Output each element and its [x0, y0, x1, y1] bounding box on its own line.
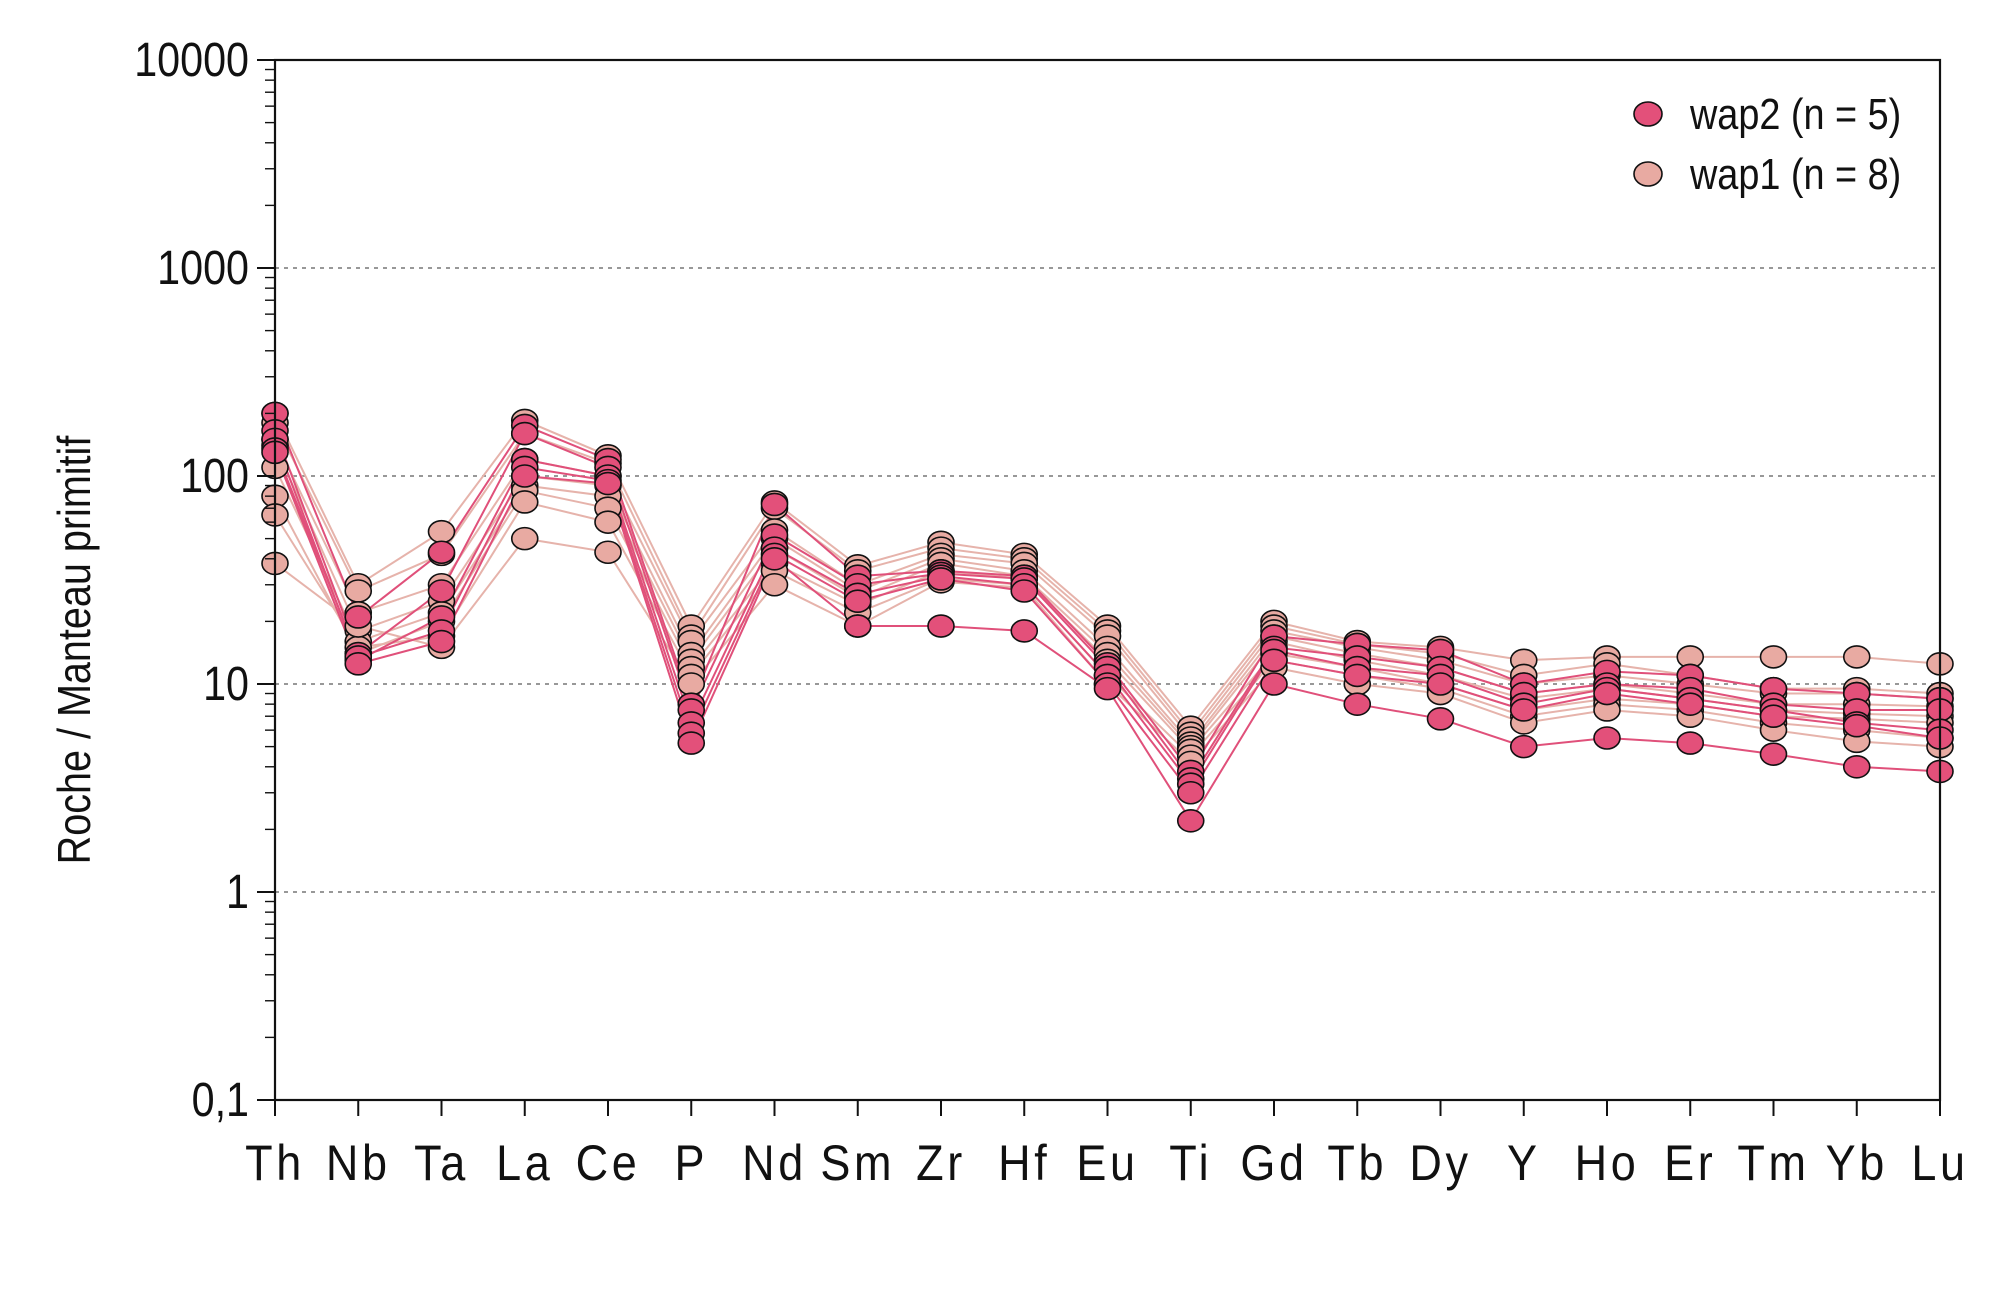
- data-point: [1593, 681, 1621, 706]
- data-point: [1260, 672, 1288, 696]
- data-point: [1010, 579, 1039, 603]
- y-tick-label: 10: [203, 657, 249, 711]
- data-point: [510, 490, 539, 514]
- x-tick-label: Tb: [1327, 1136, 1387, 1192]
- data-point: [427, 629, 456, 654]
- data-point: [760, 546, 789, 571]
- x-tick-label: Ho: [1575, 1136, 1640, 1192]
- x-tick-label: Eu: [1076, 1136, 1138, 1192]
- data-point: [843, 614, 872, 638]
- gridlines: [275, 267, 1940, 893]
- x-tick-label: Nb: [326, 1136, 391, 1192]
- legend-label: wap2 (n = 5): [1689, 89, 1901, 138]
- x-tick-label: Hf: [998, 1136, 1050, 1192]
- y-tick-label: 10000: [134, 33, 249, 87]
- x-tick-label: Er: [1664, 1136, 1716, 1192]
- data-point: [927, 567, 955, 591]
- legend-marker: [1633, 161, 1663, 187]
- data-point: [1759, 742, 1788, 766]
- x-tick-label: Gd: [1240, 1136, 1307, 1192]
- plot-frame: [273, 58, 1942, 1102]
- data-point: [510, 526, 539, 551]
- x-tick-label: P: [674, 1136, 708, 1192]
- data-point: [1260, 648, 1288, 673]
- data-point: [1343, 663, 1372, 688]
- data-point: [1676, 731, 1705, 755]
- x-tick-label: La: [496, 1136, 553, 1192]
- data-point: [427, 519, 456, 544]
- data-point: [594, 540, 622, 565]
- x-tick-label: Yb: [1826, 1136, 1888, 1192]
- axes: 0,1 1 10 100 1000 10000 Th Nb Ta La Ce P Nd Sm Zr Hf Eu T…: [134, 33, 1968, 1192]
- data-point: [1759, 645, 1788, 669]
- y-tick-label: 100: [180, 449, 249, 503]
- x-tick-label: Sm: [820, 1136, 895, 1192]
- x-tick-label: Nd: [742, 1136, 807, 1192]
- data-point: [594, 510, 622, 534]
- data-point: [1842, 754, 1871, 779]
- data-point: [1676, 692, 1705, 716]
- x-tick-label: Dy: [1409, 1136, 1471, 1192]
- data-point: [594, 471, 622, 496]
- data-point: [1426, 672, 1455, 696]
- data-point: [344, 652, 373, 676]
- x-tick-label: Th: [245, 1136, 305, 1192]
- data-point: [510, 421, 539, 446]
- y-axis-label: Roche / Manteau primitif: [49, 436, 100, 865]
- data-point: [677, 731, 706, 755]
- data-point: [1010, 619, 1039, 643]
- data-point: [677, 672, 706, 696]
- legend-label: wap1 (n = 8): [1689, 149, 1901, 198]
- x-tick-label: Ta: [414, 1136, 469, 1192]
- y-tick-label: 1: [226, 865, 249, 919]
- data-point: [344, 605, 373, 629]
- data-point: [510, 464, 539, 488]
- data-point: [1759, 704, 1788, 729]
- data-point: [927, 614, 955, 638]
- data-point: [1842, 645, 1871, 669]
- data-point: [1509, 698, 1538, 722]
- data-point: [1176, 808, 1205, 833]
- x-tick-label: Y: [1507, 1136, 1541, 1192]
- y-tick-label: 0,1: [192, 1073, 249, 1127]
- x-tick-label: Ti: [1169, 1136, 1212, 1192]
- data-point: [1842, 713, 1871, 738]
- data-point: [1176, 780, 1205, 805]
- x-tick-label: Ce: [576, 1136, 641, 1192]
- data-points: [261, 401, 1954, 833]
- data-point: [1426, 707, 1455, 731]
- y-tick-label: 1000: [157, 241, 249, 295]
- data-point: [1093, 676, 1122, 701]
- data-point: [427, 579, 456, 603]
- x-tick-label: Lu: [1911, 1136, 1968, 1192]
- data-point: [760, 492, 789, 517]
- data-point: [1343, 692, 1372, 716]
- data-point: [1509, 734, 1538, 759]
- data-point: [427, 540, 456, 565]
- legend: wap2 (n = 5) wap1 (n = 8): [1633, 89, 1901, 199]
- data-point: [843, 589, 872, 614]
- x-tick-label: Tm: [1737, 1136, 1809, 1192]
- data-point: [1593, 726, 1621, 750]
- legend-marker: [1633, 101, 1663, 127]
- data-point: [760, 572, 789, 597]
- x-tick-label: Zr: [916, 1136, 966, 1192]
- data-point: [344, 579, 373, 603]
